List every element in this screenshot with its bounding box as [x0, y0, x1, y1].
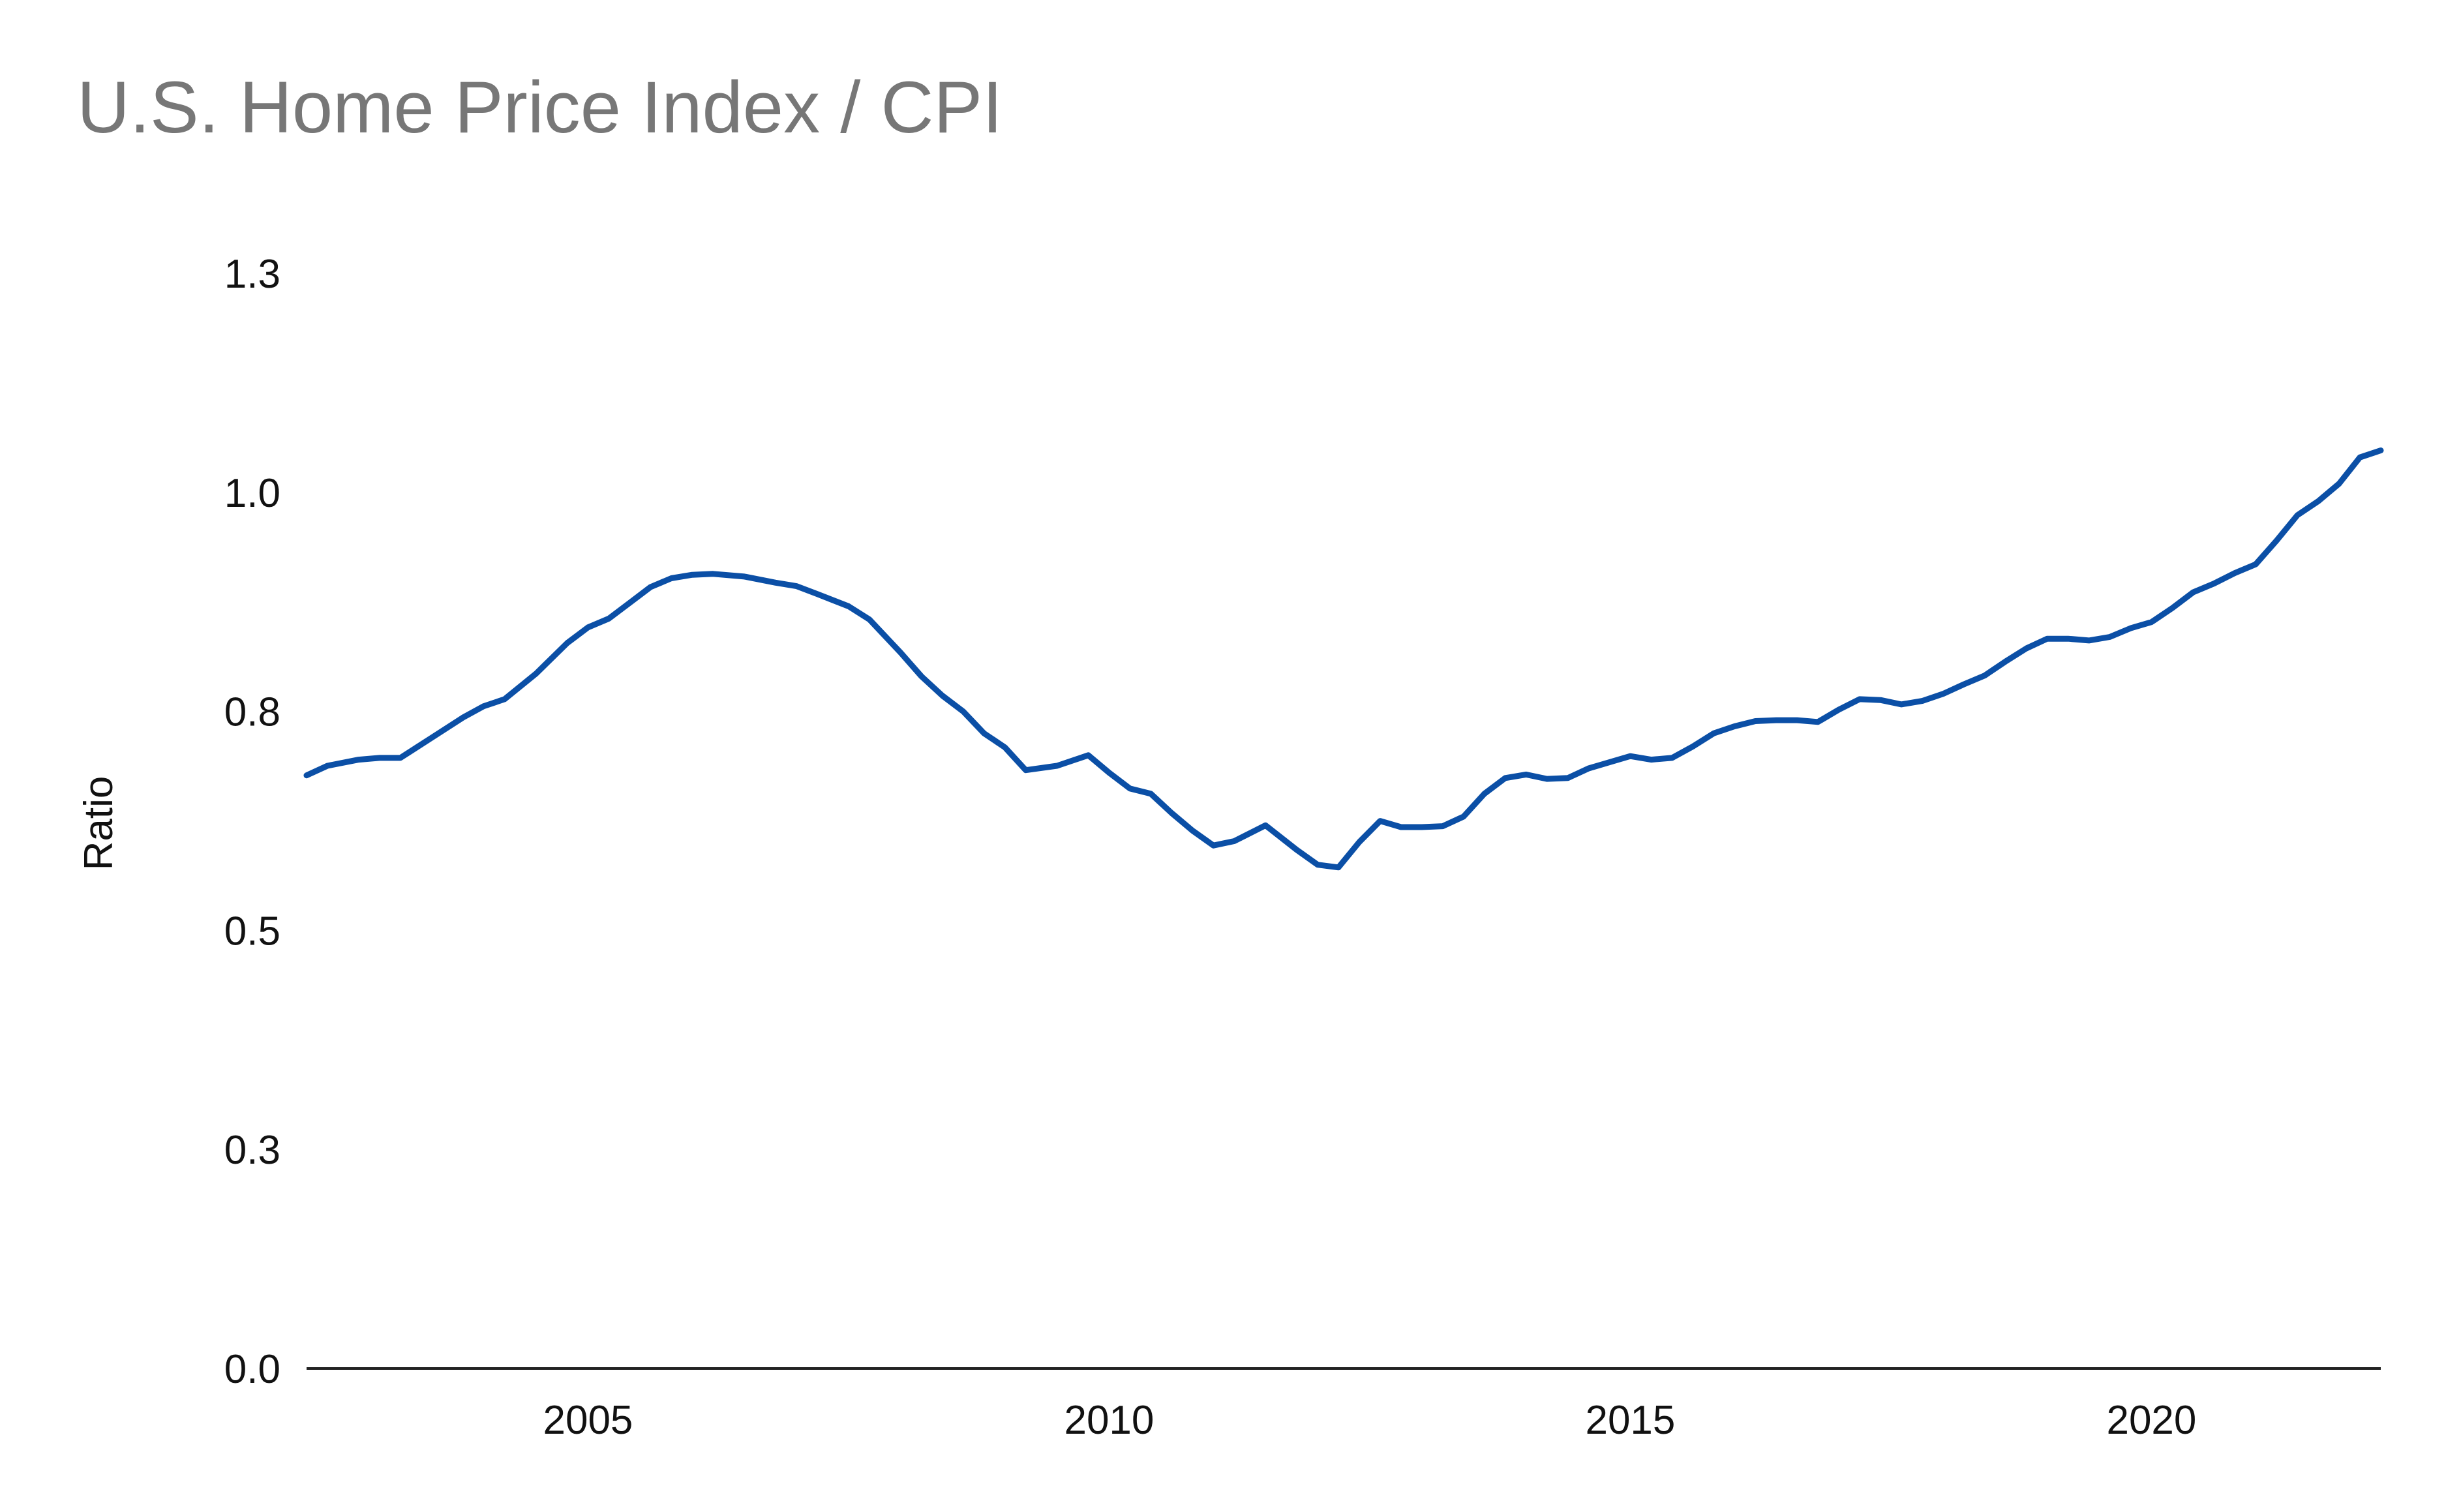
x-axis-ticks: 2005 2010 2015 2020	[543, 1398, 2196, 1443]
x-tick-label: 2015	[1585, 1398, 1675, 1443]
series-group	[303, 447, 2384, 871]
x-tick-label: 2010	[1064, 1398, 1154, 1443]
y-tick-label: 1.3	[224, 252, 280, 297]
y-tick-label: 0.0	[224, 1347, 280, 1392]
x-tick-label: 2020	[2106, 1398, 2196, 1443]
y-tick-label: 1.0	[224, 471, 280, 516]
y-tick-label: 0.5	[224, 909, 280, 954]
x-tick-label: 2005	[543, 1398, 633, 1443]
y-axis-label: Ratio	[76, 776, 121, 871]
y-tick-label: 0.8	[224, 690, 280, 735]
chart-title: U.S. Home Price Index / CPI	[77, 67, 1003, 148]
series-line	[303, 447, 2384, 871]
y-axis-ticks: 0.0 0.3 0.5 0.8 1.0 1.3	[224, 252, 280, 1392]
y-tick-label: 0.3	[224, 1128, 280, 1173]
